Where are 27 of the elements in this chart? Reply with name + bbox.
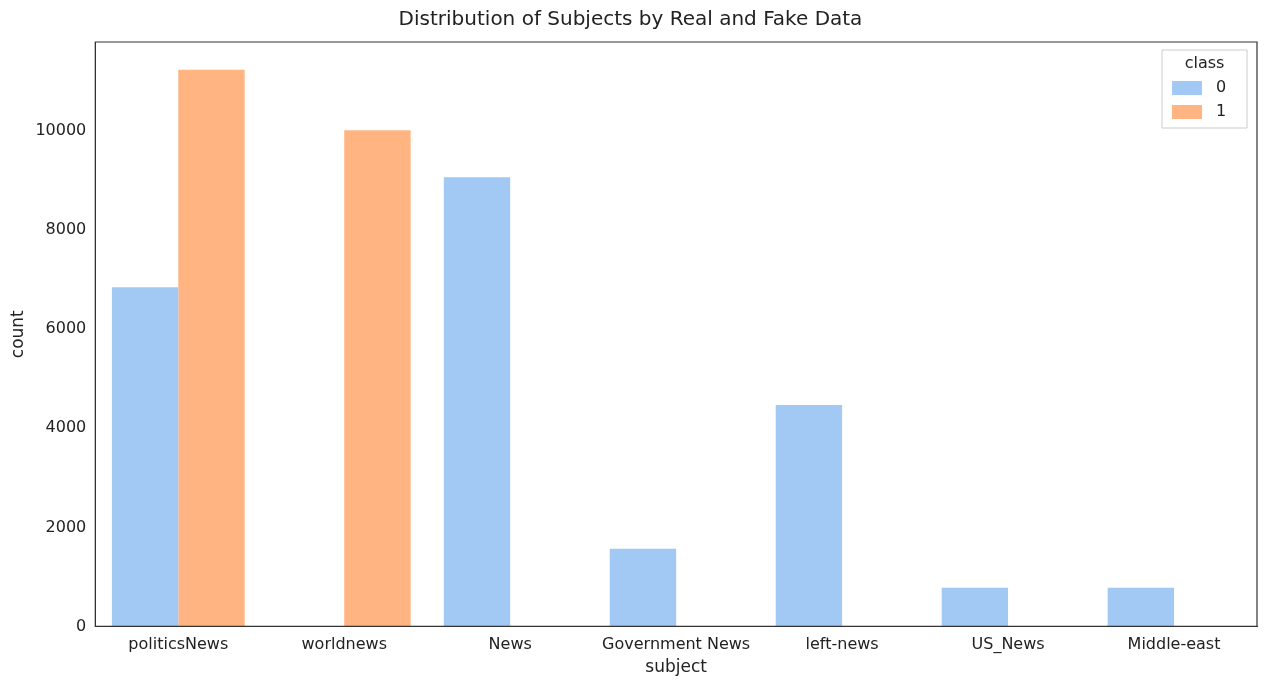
bar — [1107, 587, 1175, 627]
legend-title: class — [1184, 53, 1225, 73]
y-axis-title: count — [6, 309, 27, 359]
x-tick-label: Government News — [602, 634, 751, 654]
x-axis-title: subject — [645, 656, 708, 677]
y-tick-label: 2000 — [45, 516, 87, 536]
bar — [941, 587, 1009, 627]
y-tick-label: 4000 — [45, 417, 87, 437]
x-tick-label: politicsNews — [128, 634, 229, 654]
y-tick-label: 0 — [76, 615, 87, 635]
bar — [775, 405, 843, 627]
x-tick-label: News — [488, 634, 532, 654]
legend-label: 1 — [1216, 101, 1227, 121]
legend-label: 0 — [1216, 77, 1227, 97]
bar — [443, 177, 511, 627]
y-tick-label: 6000 — [45, 318, 87, 338]
bar — [609, 548, 677, 627]
y-tick-label: 10000 — [35, 120, 87, 140]
x-tick-label: left-news — [805, 634, 879, 654]
x-tick-label: Middle-east — [1127, 634, 1221, 654]
bar — [111, 287, 179, 627]
chart-title: Distribution of Subjects by Real and Fake Data — [398, 6, 863, 31]
x-tick-label: worldnews — [301, 634, 387, 654]
bar — [344, 130, 411, 627]
y-tick-label: 8000 — [45, 219, 87, 239]
x-tick-label: US_News — [971, 634, 1045, 655]
bar — [178, 69, 245, 627]
